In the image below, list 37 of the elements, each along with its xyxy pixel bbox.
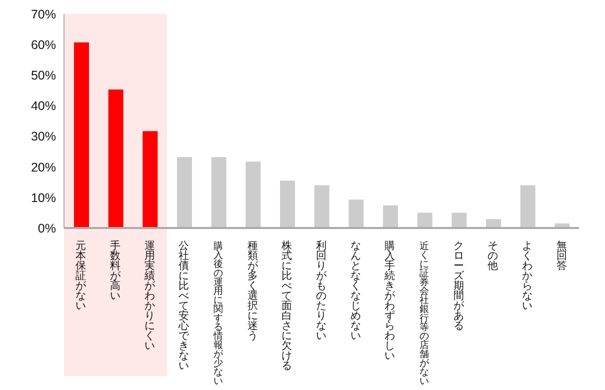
bar <box>383 205 398 228</box>
bar <box>108 90 124 228</box>
category-label: 種類が多く選択に迷う <box>247 240 258 342</box>
bar <box>486 219 501 228</box>
category-label: 購入後の運用に関する情報が少ない <box>214 241 224 387</box>
category-label: 利回りがものたりない <box>316 240 327 342</box>
bar <box>452 212 467 228</box>
bar <box>417 212 432 228</box>
y-tick-label: 40% <box>30 99 56 114</box>
bar <box>314 185 330 228</box>
y-tick-label: 20% <box>30 160 56 174</box>
bar <box>74 42 89 228</box>
bar <box>142 131 158 228</box>
y-tick-label: 70% <box>30 7 56 22</box>
bar <box>280 180 295 228</box>
bar <box>246 162 261 228</box>
x-tick-label: 元本保証がない <box>76 240 88 312</box>
x-tick-label: 無回答 <box>556 240 568 272</box>
bar <box>348 200 364 228</box>
category-label: なんとなくなじめない <box>350 240 362 342</box>
category-label: クローズ期間がある <box>453 240 464 332</box>
x-tick-label: その他 <box>488 240 499 272</box>
category-label: 運用実績がわかりにくい <box>144 240 156 352</box>
y-tick-label: 60% <box>30 38 56 52</box>
category-label: 近くに証券会社銀行等の店舗がない <box>420 241 430 387</box>
category-label: 公社債に比べて安心できない <box>178 240 190 372</box>
y-tick-label: 50% <box>30 68 56 83</box>
x-tick-label: よくわからない <box>522 240 533 312</box>
y-tick-label: 30% <box>30 130 56 144</box>
bar <box>211 157 226 228</box>
category-label: 購入手続きがわずらわしい <box>384 240 396 362</box>
y-tick-label: 0% <box>38 221 56 236</box>
category-label: 株式に比べて面白さに欠ける <box>282 240 293 372</box>
x-tick-label: 手数料が高い <box>110 239 122 302</box>
bar <box>520 185 536 228</box>
bar <box>177 157 192 228</box>
y-tick-label: 10% <box>30 190 56 205</box>
